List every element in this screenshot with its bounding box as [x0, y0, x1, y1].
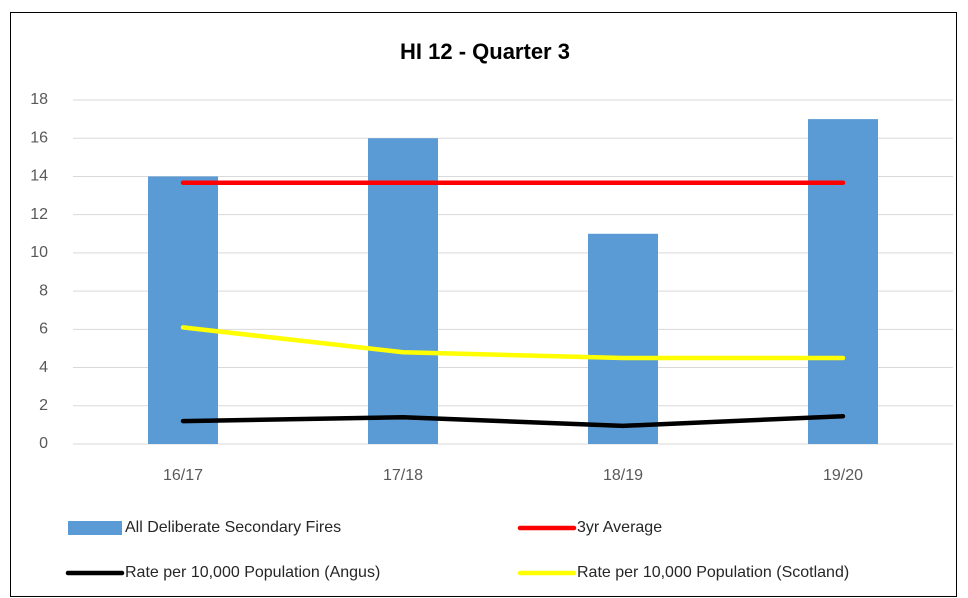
y-tick-label: 14 — [30, 168, 48, 185]
line — [180, 414, 846, 429]
legend-swatch — [68, 521, 122, 535]
legend-label: 3yr Average — [577, 519, 662, 536]
chart-title: HI 12 - Quarter 3 — [400, 39, 570, 64]
y-tick-label: 12 — [30, 206, 48, 223]
bar — [808, 119, 878, 444]
y-tick-label: 2 — [39, 397, 48, 414]
x-tick-label: 18/19 — [603, 467, 643, 484]
legend-label: Rate per 10,000 Population (Scotland) — [577, 564, 849, 581]
y-tick-label: 18 — [30, 91, 48, 108]
legend-label: Rate per 10,000 Population (Angus) — [125, 564, 380, 581]
bar — [148, 176, 218, 444]
x-tick-label: 19/20 — [823, 467, 863, 484]
bar — [368, 138, 438, 444]
bar — [588, 233, 658, 444]
y-tick-label: 8 — [39, 282, 48, 299]
x-tick-label: 16/17 — [163, 467, 203, 484]
legend-label: All Deliberate Secondary Fires — [125, 519, 341, 536]
line — [180, 325, 846, 361]
y-tick-label: 6 — [39, 321, 48, 338]
y-tick-label: 16 — [30, 129, 48, 146]
x-tick-label: 17/18 — [383, 467, 423, 484]
y-tick-label: 0 — [39, 435, 48, 452]
y-tick-label: 4 — [39, 359, 48, 376]
y-tick-label: 10 — [30, 244, 48, 261]
